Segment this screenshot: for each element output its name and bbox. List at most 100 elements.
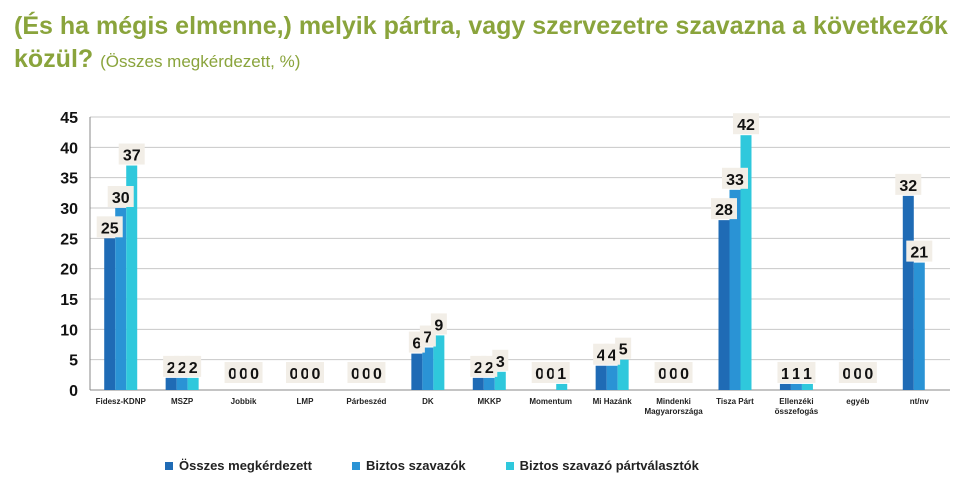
data-label-bg: [615, 337, 632, 359]
data-label: 2: [167, 360, 176, 377]
data-label-bg: [118, 143, 145, 165]
data-label-bg: [711, 198, 737, 220]
data-label: 1: [803, 366, 812, 383]
y-tick-label: 0: [69, 383, 78, 400]
bar: [104, 238, 116, 390]
legend-item: Biztos szavazók: [351, 458, 466, 473]
data-label: 3: [496, 354, 505, 371]
x-tick-label: Mi Hazánk: [593, 397, 633, 406]
chart-legend: Összes megkérdezett Biztos szavazók Biztos…: [165, 458, 699, 473]
chart-title: (És ha mégis elmenne,) melyik pártra, va…: [14, 10, 954, 78]
bar: [913, 262, 925, 390]
data-label-bg: [308, 362, 324, 383]
data-label: 2: [178, 360, 187, 377]
data-label: 21: [910, 245, 928, 262]
data-label: 5: [619, 342, 628, 359]
x-tick-label: Jobbik: [231, 397, 257, 406]
data-label: 0: [864, 366, 873, 383]
bar: [176, 377, 188, 390]
bar: [617, 359, 629, 390]
data-label: 2: [189, 360, 198, 377]
x-tick-label: nt/nv: [910, 397, 930, 406]
y-tick-label: 30: [60, 201, 78, 218]
bar: [790, 383, 802, 390]
x-tick-label: MKKP: [478, 397, 502, 406]
data-label: 0: [546, 366, 555, 383]
x-tick-label: Mindenki Magyarországa: [644, 397, 703, 416]
data-label: 1: [792, 366, 801, 383]
data-label-bg: [860, 362, 877, 383]
data-label-bg: [722, 167, 748, 189]
data-label: 0: [228, 366, 237, 383]
data-label: 37: [123, 148, 141, 165]
bar: [494, 371, 506, 390]
y-tick-label: 5: [69, 353, 78, 370]
x-tick-label: egyéb: [846, 397, 869, 406]
data-label-bg: [553, 361, 570, 383]
data-label: 0: [658, 366, 667, 383]
data-label: 0: [842, 366, 851, 383]
x-tick-label: Momentum: [529, 397, 572, 406]
data-label-bg: [676, 362, 693, 383]
bar: [411, 353, 423, 390]
data-label: 0: [351, 366, 360, 383]
data-label: 2: [485, 360, 494, 377]
data-label-bg: [430, 313, 447, 335]
bar: [433, 335, 445, 390]
bar: [472, 377, 484, 390]
data-label: 4: [597, 348, 606, 365]
data-label: 30: [112, 190, 130, 207]
y-tick-label: 10: [60, 322, 78, 339]
legend-swatch: [165, 461, 173, 470]
data-label: 2: [474, 360, 483, 377]
legend-label: Biztos szavazók: [365, 458, 466, 473]
legend-swatch: [351, 461, 360, 470]
bar: [729, 189, 741, 390]
x-tick-label: Párbeszéd: [346, 397, 386, 406]
legend-swatch: [505, 461, 514, 470]
data-label: 25: [101, 220, 119, 237]
bar: [126, 165, 138, 390]
legend-item: Biztos szavazó pártválasztók: [505, 458, 699, 473]
bar: [115, 208, 127, 390]
data-label-bg: [96, 216, 123, 238]
data-label-bg: [492, 349, 509, 371]
legend-label: Biztos szavazó pártválasztók: [519, 458, 699, 473]
data-label: 42: [737, 117, 755, 134]
bar: [422, 347, 434, 390]
data-label: 7: [423, 330, 432, 347]
bar: [779, 383, 791, 390]
data-label: 1: [781, 366, 790, 383]
data-label-bg: [369, 362, 386, 383]
bar: [740, 135, 752, 390]
y-tick-label: 20: [60, 262, 78, 279]
x-tick-label: Tisza Párt: [716, 397, 754, 406]
data-label: 9: [434, 317, 443, 334]
legend-label: Összes megkérdezett: [179, 458, 312, 473]
y-tick-label: 45: [60, 110, 78, 127]
data-label: 6: [412, 336, 421, 353]
bar: [483, 377, 495, 390]
data-label: 0: [373, 366, 382, 383]
data-label: 32: [899, 178, 917, 195]
bar: [187, 377, 199, 390]
bar: [165, 377, 177, 390]
data-label-bg: [906, 240, 933, 262]
x-tick-label: LMP: [297, 397, 315, 406]
data-label-bg: [733, 113, 759, 135]
y-tick-label: 15: [60, 292, 78, 309]
bar: [718, 220, 730, 390]
title-main: (És ha mégis elmenne,) melyik pártra, va…: [14, 12, 948, 73]
data-label: 28: [715, 202, 733, 219]
data-label-bg: [246, 362, 263, 383]
bar: [801, 383, 813, 390]
data-label-bg: [799, 361, 816, 383]
data-label: 1: [557, 366, 566, 383]
y-tick-label: 35: [60, 171, 78, 188]
data-label: 0: [239, 366, 248, 383]
title-subtitle: (Összes megkérdezett, %): [100, 52, 301, 71]
data-label: 33: [726, 172, 744, 189]
data-label-bg: [185, 355, 202, 377]
x-tick-label: Ellenzéki összefogás: [775, 397, 819, 416]
